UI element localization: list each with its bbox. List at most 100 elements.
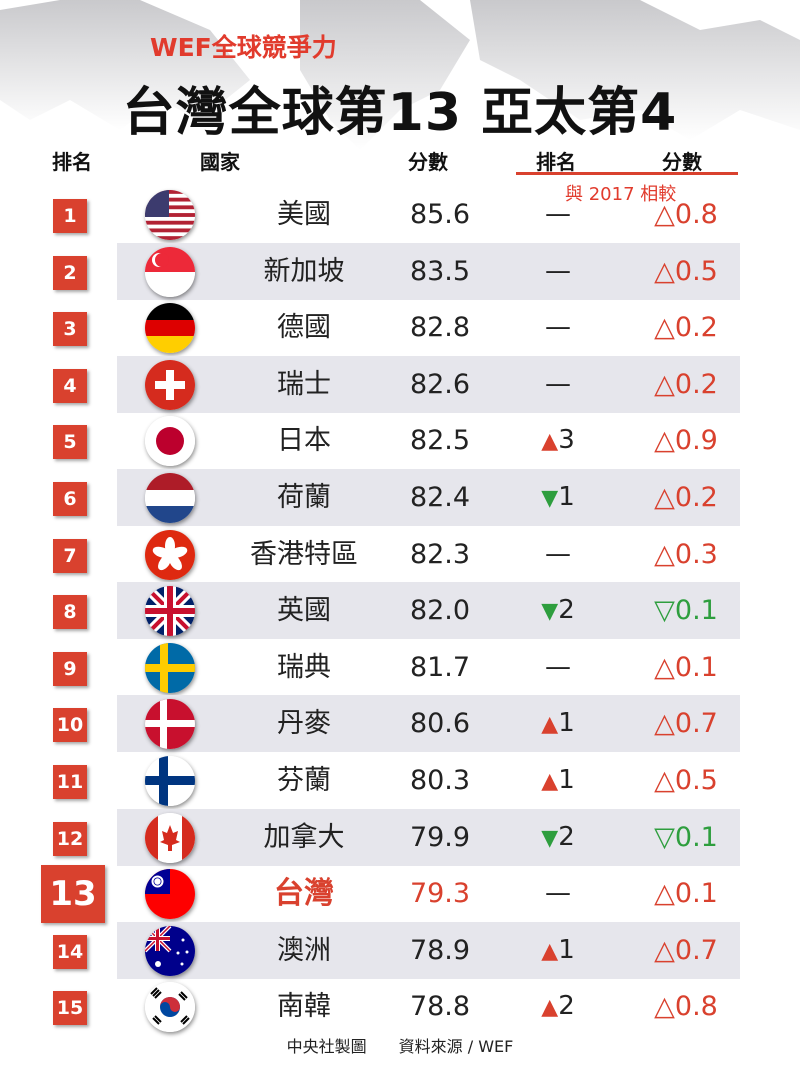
rank-change-value: 1 <box>558 482 575 512</box>
rank-up-arrow-icon: ▲ <box>541 995 559 1021</box>
rank-badge: 1 <box>53 199 87 233</box>
rank-badge: 5 <box>53 425 87 460</box>
switzerland-flag-icon <box>145 359 195 410</box>
world-map-background <box>0 0 800 190</box>
country-name: 瑞士 <box>277 368 331 400</box>
australia-flag-icon <box>145 925 195 976</box>
rank-change: ▲1 <box>520 922 596 979</box>
score-change: △0.7 <box>654 934 718 966</box>
rank-change: ▼2 <box>520 582 596 639</box>
rank-change: — <box>520 865 596 922</box>
rank-down-arrow-icon: ▼ <box>541 825 559 851</box>
row-stripe <box>117 695 740 753</box>
table-row: 3 德國 82.8 — △0.2 <box>0 299 800 356</box>
rank-change: ▲1 <box>520 695 596 752</box>
hongkong-flag-icon <box>145 529 195 580</box>
subtitle: WEF全球競爭力 <box>150 33 337 62</box>
country-name: 丹麥 <box>277 708 331 740</box>
rank-change: ▲1 <box>520 752 596 809</box>
footer-credit: 中央社製圖 資料來源 / WEF <box>286 1037 514 1056</box>
country-name: 台灣 <box>274 876 334 912</box>
table-row: 11 芬蘭 80.3 ▲1 △0.5 <box>0 752 800 809</box>
country-name: 加拿大 <box>263 821 345 853</box>
country-name: 荷蘭 <box>277 482 331 513</box>
score-value: 80.3 <box>409 765 471 796</box>
table-row: 13 台灣 79.3 — △0.1 <box>0 865 800 924</box>
country-name: 日本 <box>277 425 331 457</box>
rank-badge: 2 <box>53 255 87 290</box>
rank-down-arrow-icon: ▼ <box>541 486 559 511</box>
table-row: 1 美國 85.6 — △0.8 <box>0 186 800 243</box>
rank-change-value: 1 <box>558 765 575 795</box>
rank-badge: 3 <box>53 312 87 347</box>
score-change: △0.9 <box>654 425 718 457</box>
uk-flag-icon <box>145 586 195 637</box>
rank-down-arrow-icon: ▼ <box>541 599 559 625</box>
rank-badge: 9 <box>53 651 87 686</box>
score-value: 85.6 <box>409 199 471 230</box>
compare-note: 與 2017 相較 <box>565 184 677 205</box>
rank-badge: 4 <box>53 368 87 403</box>
rank-up-arrow-icon: ▲ <box>541 938 559 964</box>
rank-change-value: — <box>545 368 571 399</box>
rank-change: — <box>520 526 596 583</box>
table-row: 5 日本 82.5 ▲3 △0.9 <box>0 412 800 469</box>
country-name: 英國 <box>277 595 331 627</box>
score-change: △0.2 <box>654 312 718 344</box>
rank-change: — <box>520 356 596 413</box>
row-stripe <box>117 808 740 866</box>
rank-change: ▼2 <box>520 809 596 866</box>
country-name: 香港特區 <box>250 538 358 570</box>
row-stripe <box>117 582 740 640</box>
rank-badge: 10 <box>53 708 87 743</box>
score-value: 82.3 <box>409 538 471 570</box>
rank-badge: 7 <box>53 538 87 573</box>
score-change: △0.2 <box>654 368 718 400</box>
denmark-flag-icon <box>145 699 195 750</box>
score-value: 82.4 <box>409 482 471 513</box>
score-change: △0.5 <box>654 255 718 287</box>
row-stripe <box>117 469 740 526</box>
score-value: 82.6 <box>409 368 471 400</box>
rank-change: ▲2 <box>520 978 596 1035</box>
germany-flag-icon <box>145 303 195 354</box>
column-header-rank-change: 排名 <box>536 150 576 174</box>
table-row: 14 澳洲 78.9 ▲1 △0.7 <box>0 921 800 979</box>
rank-change: — <box>520 186 596 243</box>
rank-change-value: — <box>545 199 571 229</box>
table-row: 6 荷蘭 82.4 ▼1 △0.2 <box>0 469 800 526</box>
rank-change: — <box>520 243 596 300</box>
table-row: 10 丹麥 80.6 ▲1 △0.7 <box>0 695 800 753</box>
table-row: 9 瑞典 81.7 — △0.1 <box>0 639 800 696</box>
row-stripe <box>117 242 740 300</box>
row-stripe <box>117 355 740 413</box>
rank-change-value: — <box>545 651 571 682</box>
taiwan-flag-icon <box>145 869 195 920</box>
score-value: 78.9 <box>409 934 471 966</box>
country-name: 德國 <box>277 312 331 344</box>
rank-badge: 14 <box>53 934 87 969</box>
finland-flag-icon <box>145 756 195 806</box>
header-divider <box>516 172 738 175</box>
column-header-score: 分數 <box>408 150 448 174</box>
japan-flag-icon <box>145 416 195 467</box>
column-header-score-change: 分數 <box>662 150 702 174</box>
score-value: 79.9 <box>409 821 471 853</box>
rank-up-arrow-icon: ▲ <box>541 769 559 794</box>
score-change: △0.7 <box>654 708 718 740</box>
column-header-rank: 排名 <box>52 150 92 174</box>
country-name: 瑞典 <box>277 651 331 683</box>
rank-change-value: 3 <box>558 425 575 456</box>
table-row: 12 加拿大 79.9 ▼2 ▽0.1 <box>0 808 800 866</box>
rank-change-value: — <box>545 538 571 569</box>
rank-change-value: 1 <box>558 934 575 965</box>
score-value: 78.8 <box>409 991 471 1023</box>
country-name: 南韓 <box>277 991 331 1023</box>
table-row: 15 南韓 78.8 ▲2 △0.8 <box>0 978 800 1035</box>
table-row: 4 瑞士 82.6 — △0.2 <box>0 355 800 413</box>
rank-badge: 13 <box>41 865 105 924</box>
score-value: 82.0 <box>409 595 471 627</box>
rank-change-value: 2 <box>558 991 575 1022</box>
rank-badge: 15 <box>53 991 87 1026</box>
rank-change: ▼1 <box>520 469 596 526</box>
